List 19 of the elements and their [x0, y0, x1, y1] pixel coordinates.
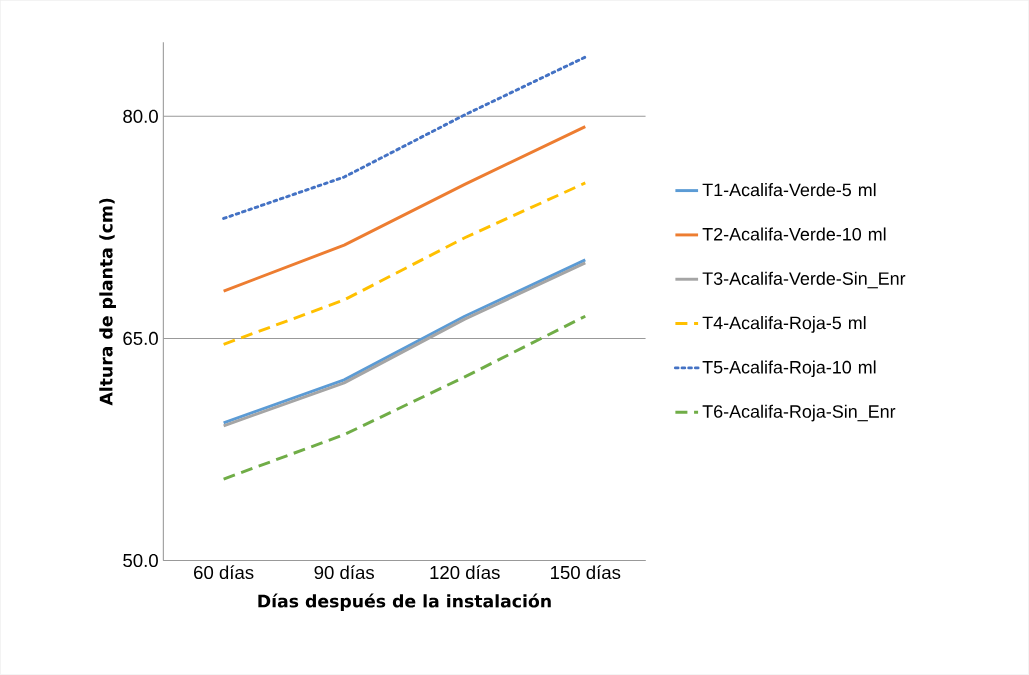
line-series [222, 55, 587, 221]
line-series [222, 314, 587, 481]
y-tick-label: 65.0 [123, 331, 158, 346]
legend-label: T4-Acalifa-Roja-5 ml [702, 316, 866, 333]
line-series [222, 181, 587, 346]
legend-label: T1-Acalifa-Verde-5 ml [702, 183, 876, 197]
y-tick-label: 50.0 [123, 553, 158, 568]
x-tick-label: 150 días [551, 565, 621, 580]
y-tick-label: 80.0 [123, 109, 158, 123]
x-axis-title: Días después de la instalación [258, 593, 551, 612]
y-axis-title: Altura de planta (cm) [99, 198, 116, 406]
legend-label: T3-Acalifa-Verde-Sin_Enr [702, 271, 906, 289]
legend-label: T5-Acalifa-Roja-10 ml [702, 360, 876, 378]
legend-label: T2-Acalifa-Verde-10 ml [702, 227, 886, 241]
x-tick-label: 120 días [430, 565, 500, 580]
legend-label: T6-Acalifa-Roja-Sin_Enr [702, 404, 896, 422]
line-series [222, 125, 587, 293]
x-tick-label: 60 días [194, 565, 254, 580]
x-tick-label: 90 días [314, 565, 374, 580]
